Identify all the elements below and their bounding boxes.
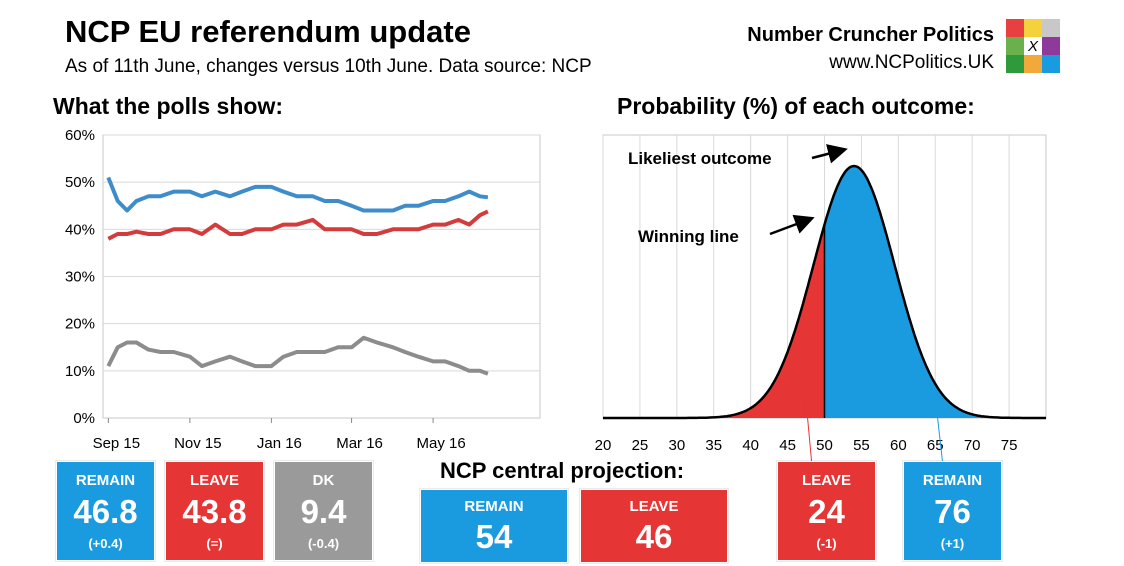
y-tick-label: 50% (65, 174, 95, 191)
poll-remain-change: (+0.4) (88, 536, 123, 551)
probability-remain-value: 76 (934, 493, 971, 530)
poll-leave-box: LEAVE 43.8 (=) (165, 461, 264, 561)
poll-remain-value: 46.8 (73, 493, 138, 530)
poll-leave-value: 43.8 (182, 493, 247, 530)
projection-leave-box: LEAVE 46 (580, 489, 728, 563)
winning-line-annotation: Winning line (638, 227, 739, 246)
probability-remain-box: REMAIN 76 (+1) (903, 461, 1002, 561)
logo-cell (1024, 19, 1042, 37)
probability-leave-box: LEAVE 24 (-1) (777, 461, 876, 561)
y-tick-label: 60% (65, 127, 95, 144)
x-tick-label: 30 (668, 437, 685, 454)
likeliest-outcome-annotation: Likeliest outcome (628, 149, 772, 168)
poll-dk-box: DK 9.4 (-0.4) (274, 461, 373, 561)
brand-name: Number Cruncher Politics (747, 24, 994, 46)
poll-dk-value: 9.4 (300, 493, 347, 530)
poll-remain-box: REMAIN 46.8 (+0.4) (56, 461, 155, 561)
x-tick-label: 75 (1001, 437, 1018, 454)
website-link[interactable]: www.NCPolitics.UK (829, 52, 994, 73)
page-title: NCP EU referendum update (65, 14, 471, 49)
logo-cell (1042, 55, 1060, 73)
projection-remain-label: REMAIN (464, 498, 524, 515)
projection-title: NCP central projection: (440, 458, 685, 483)
projection-leave-label: LEAVE (629, 498, 679, 515)
ncp-logo: X (1006, 19, 1060, 73)
y-tick-label: 30% (65, 269, 95, 286)
probability-leave-change: (-1) (816, 536, 837, 551)
poll-remain-label: REMAIN (75, 472, 136, 489)
remain-poll-line (106, 176, 489, 213)
logo-cell (1006, 55, 1024, 73)
x-tick-label: 50 (816, 437, 833, 454)
x-tick-label: Nov 15 (174, 435, 222, 452)
x-tick-label: 65 (927, 437, 944, 454)
probability-remain-label: REMAIN (922, 472, 983, 489)
x-tick-label: 20 (595, 437, 612, 454)
probability-section-title: Probability (%) of each outcome: (617, 93, 975, 119)
logo-cell (1042, 19, 1060, 37)
poll-leave-label: LEAVE (190, 472, 239, 489)
logo-cell (1024, 55, 1042, 73)
x-tick-label: Sep 15 (93, 435, 141, 452)
projection-remain-value: 54 (475, 518, 513, 555)
x-tick-label: Mar 16 (336, 435, 383, 452)
probability-leave-value: 24 (808, 493, 845, 530)
poll-dk-change: (-0.4) (307, 536, 340, 551)
winning-line-arrow (769, 214, 815, 236)
y-tick-label: 40% (65, 221, 95, 238)
remain-probability-area (824, 166, 1046, 418)
x-tick-label: 45 (779, 437, 796, 454)
probability-leave-label: LEAVE (802, 472, 851, 489)
page-subtitle: As of 11th June, changes versus 10th Jun… (65, 56, 592, 77)
x-tick-label: 25 (632, 437, 649, 454)
x-tick-label: 55 (853, 437, 870, 454)
x-tick-label: 60 (890, 437, 907, 454)
leave-box-connector (804, 389, 813, 467)
x-tick-label: May 16 (416, 435, 465, 452)
polls-line-chart: 0% 10% 20% 30% 40% 50% 60% Sep 15 Nov 15 Jan 16 Ma… (65, 127, 541, 452)
x-tick-label: 35 (705, 437, 722, 454)
poll-dk-label: DK (312, 472, 335, 489)
leave-probability-area (603, 224, 825, 418)
projection-leave-value: 46 (635, 518, 673, 555)
logo-cell (1042, 37, 1060, 55)
logo-cell-mark: X (1024, 37, 1042, 55)
y-tick-label: 10% (65, 363, 95, 380)
likeliest-arrow (811, 144, 848, 164)
logo-cell (1006, 19, 1024, 37)
leave-poll-line (107, 209, 489, 241)
probability-remain-change: (+1) (940, 536, 965, 551)
polls-section-title: What the polls show: (53, 93, 283, 119)
x-tick-label: Jan 16 (257, 435, 302, 452)
y-tick-label: 20% (65, 316, 95, 333)
y-tick-label: 0% (73, 410, 95, 427)
logo-cell (1006, 37, 1024, 55)
projection-remain-box: REMAIN 54 (420, 489, 568, 563)
probability-area-chart: 20 25 30 35 40 45 50 55 60 65 70 75 Likeliest outcom… (595, 134, 1047, 467)
x-tick-label: 70 (964, 437, 981, 454)
dk-poll-line (106, 335, 489, 376)
remain-box-connector (934, 394, 944, 467)
poll-leave-change: (=) (206, 536, 223, 551)
x-tick-label: 40 (742, 437, 759, 454)
